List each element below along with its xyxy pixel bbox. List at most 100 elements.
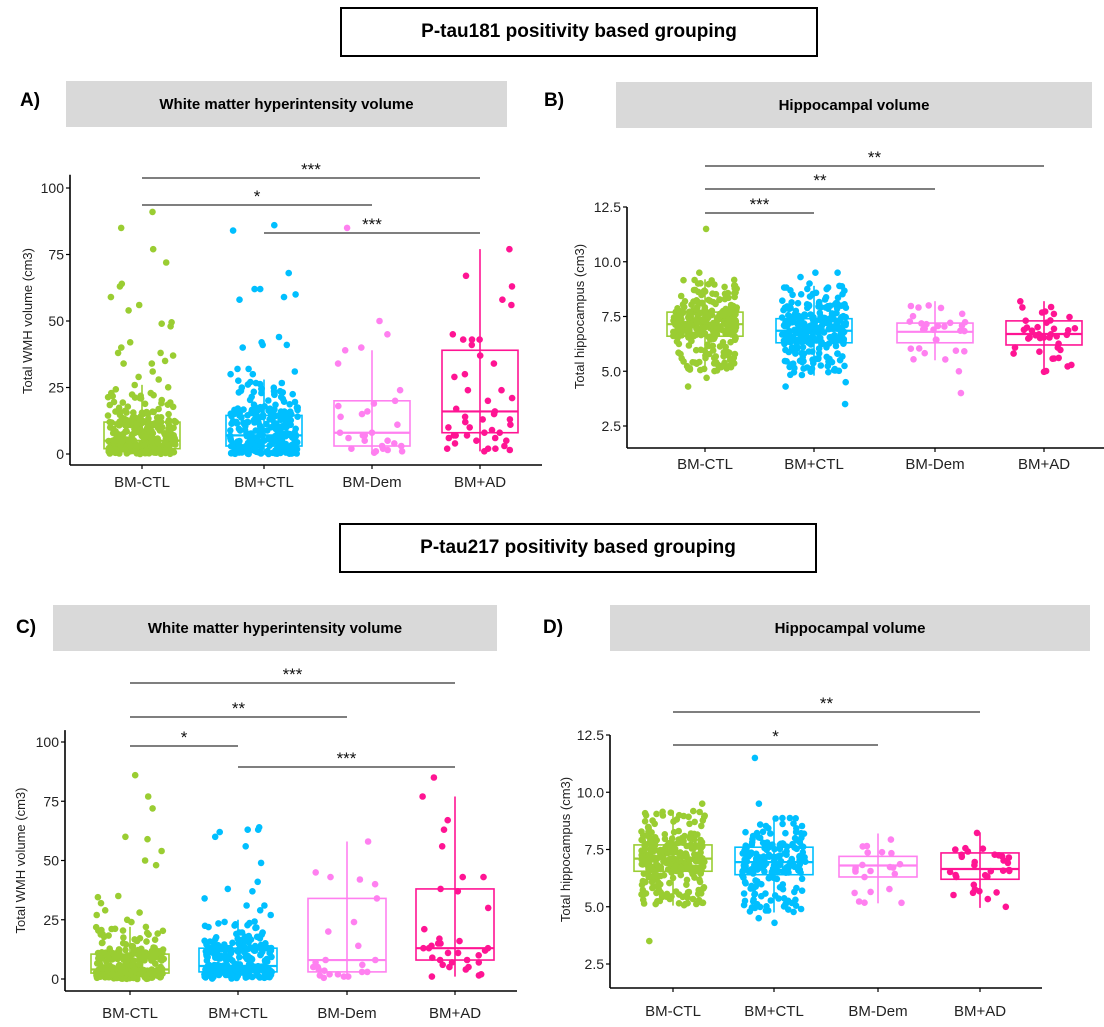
data-point <box>479 416 487 423</box>
data-point <box>740 890 748 897</box>
data-point <box>130 957 137 964</box>
data-point <box>459 336 467 343</box>
data-point <box>104 412 112 419</box>
data-point <box>481 448 488 455</box>
data-point <box>680 276 687 284</box>
data-point <box>292 425 300 433</box>
data-point <box>162 446 169 454</box>
data-point <box>355 942 362 950</box>
data-point <box>285 269 293 277</box>
data-point <box>1011 344 1019 351</box>
data-point <box>713 315 721 323</box>
data-point <box>667 809 675 816</box>
data-point <box>154 930 161 937</box>
y-tick-label: 50 <box>43 853 59 869</box>
data-point <box>258 385 266 392</box>
data-point <box>724 322 732 329</box>
data-point <box>801 854 808 861</box>
data-point <box>350 918 358 926</box>
chart-panel-a: 0 25 50 75 100 Total WMH volume (cm3) BM-CTL BM… <box>20 160 542 491</box>
data-point <box>748 904 756 912</box>
data-point <box>270 384 278 392</box>
data-point <box>136 909 143 916</box>
data-point <box>798 842 805 850</box>
data-point <box>803 364 811 371</box>
data-point <box>981 871 989 879</box>
data-point <box>686 366 694 373</box>
data-point <box>836 282 843 290</box>
significance-label: *** <box>283 665 303 684</box>
data-point <box>259 341 267 349</box>
box-group-bm-ad <box>1005 298 1083 376</box>
data-point <box>449 331 457 338</box>
data-point <box>337 413 344 421</box>
data-point <box>699 899 707 907</box>
data-point <box>864 849 871 856</box>
data-point <box>808 333 816 341</box>
data-point <box>212 954 219 961</box>
data-point <box>834 350 841 358</box>
data-point <box>364 838 372 845</box>
data-point <box>680 358 687 365</box>
data-point <box>261 902 268 909</box>
data-point <box>149 245 157 253</box>
data-point <box>701 812 708 819</box>
data-point <box>446 963 453 971</box>
data-point <box>231 922 238 929</box>
data-point <box>235 439 242 447</box>
data-point <box>697 366 704 374</box>
data-point <box>699 288 707 296</box>
box <box>940 852 1020 881</box>
data-point <box>224 885 232 893</box>
data-point <box>692 857 699 865</box>
data-point <box>133 420 141 428</box>
data-point <box>119 414 126 422</box>
data-point <box>645 828 652 836</box>
data-point <box>235 445 243 453</box>
data-point <box>138 966 146 973</box>
data-point <box>93 911 100 919</box>
data-point <box>1017 298 1024 305</box>
data-point <box>815 300 823 307</box>
data-point <box>137 450 144 457</box>
y-tick-label: 0 <box>56 446 64 462</box>
data-point <box>141 400 149 408</box>
data-point <box>211 833 219 841</box>
data-point <box>961 348 968 355</box>
data-point <box>466 424 474 431</box>
data-point <box>135 373 142 381</box>
x-tick-label: BM-Dem <box>848 1003 907 1020</box>
data-point <box>119 939 127 947</box>
data-point <box>842 378 849 386</box>
data-point <box>798 887 806 894</box>
data-point <box>476 352 484 359</box>
box-group-bm-ad <box>415 774 495 980</box>
data-point <box>370 449 378 457</box>
data-point <box>158 396 166 404</box>
data-point <box>264 435 272 443</box>
data-point <box>987 867 995 875</box>
data-point <box>790 908 797 916</box>
data-point <box>118 344 125 351</box>
data-point <box>92 923 100 931</box>
data-point <box>434 940 442 947</box>
data-point <box>731 319 738 327</box>
data-point <box>783 284 790 291</box>
data-point <box>1019 304 1026 311</box>
data-point <box>1066 313 1073 321</box>
data-point <box>661 835 669 843</box>
data-point <box>157 349 164 357</box>
data-point <box>256 431 263 439</box>
data-point <box>1036 348 1043 356</box>
significance-label: * <box>254 187 261 206</box>
data-point <box>698 800 706 807</box>
data-point <box>891 870 899 878</box>
data-point <box>244 381 252 388</box>
data-point <box>889 864 897 871</box>
data-point <box>684 383 692 390</box>
data-point <box>236 953 243 961</box>
data-point <box>492 445 499 453</box>
data-point <box>490 410 498 418</box>
data-point <box>326 971 333 978</box>
data-point <box>694 890 702 898</box>
